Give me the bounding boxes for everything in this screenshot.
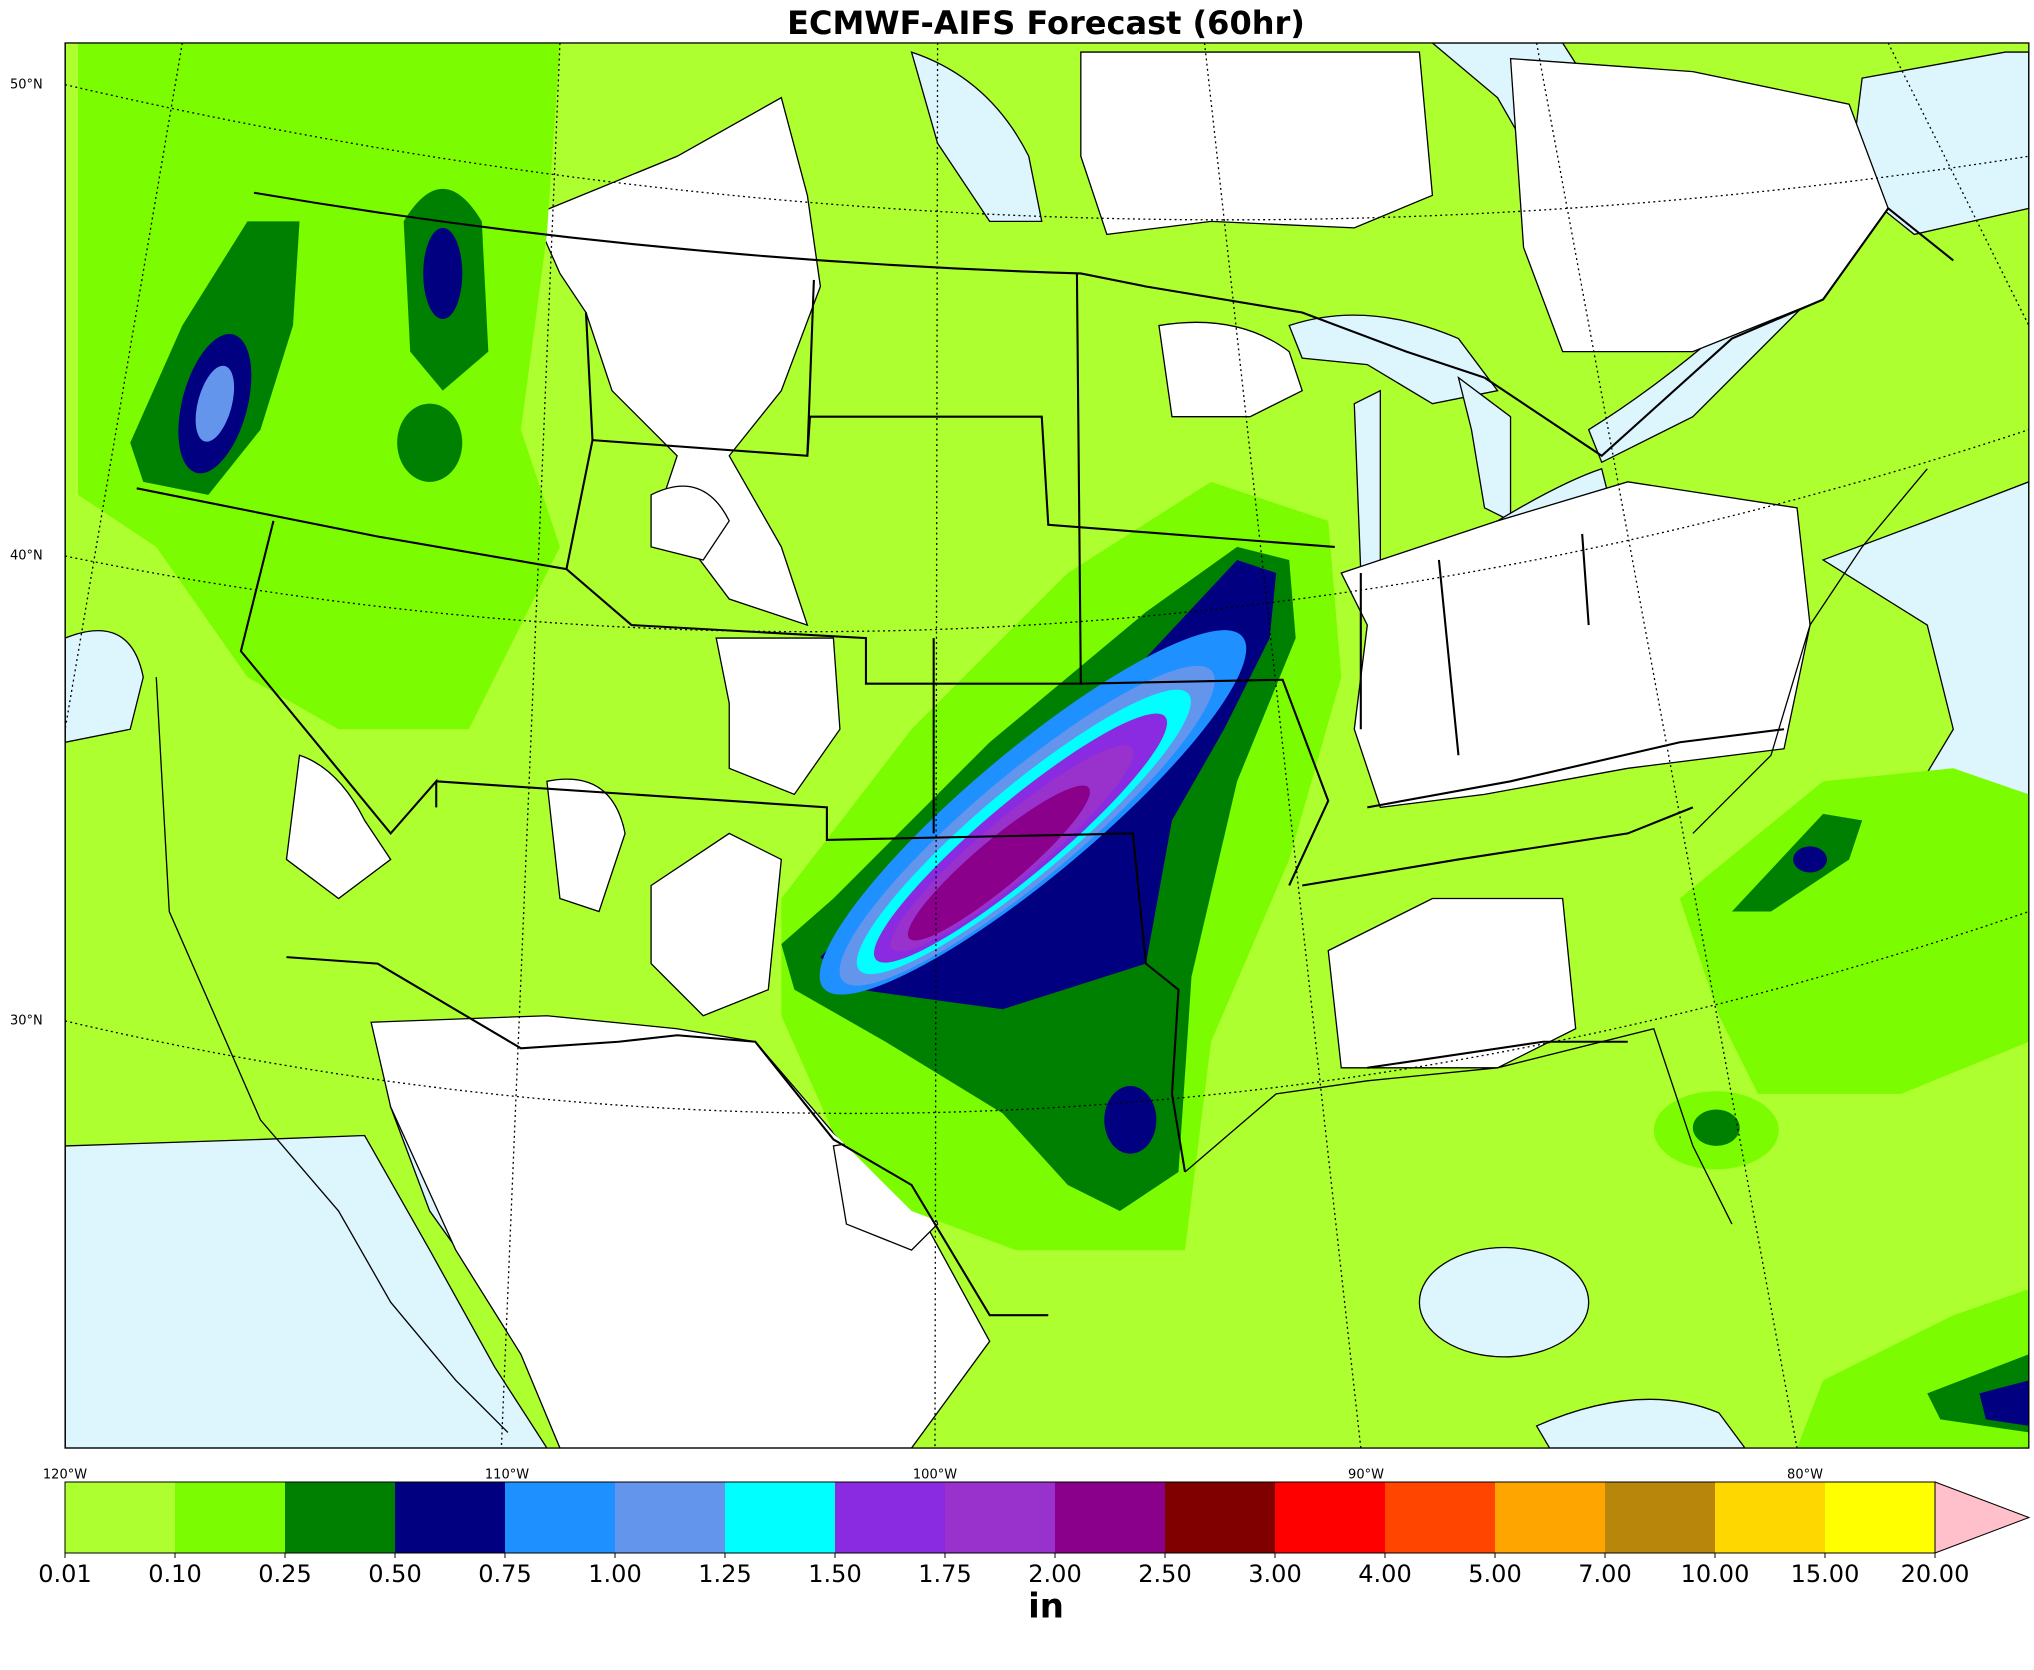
- colorbar-tick-label: 10.00: [1681, 1560, 1750, 1588]
- map: [64, 42, 2030, 1449]
- colorbar-segment: [65, 1482, 176, 1553]
- lon-label: 90°W: [1348, 1468, 1384, 1483]
- colorbar-segment: [505, 1482, 616, 1553]
- colorbar-outline: [64, 1481, 1936, 1554]
- colorbar-tick-label: 5.00: [1468, 1560, 1521, 1588]
- colorbar-tick-label: 2.50: [1138, 1560, 1191, 1588]
- colorbar-tick-label: 4.00: [1358, 1560, 1411, 1588]
- colorbar-segment: [395, 1482, 506, 1553]
- colorbar-tick-label: 0.75: [478, 1560, 531, 1588]
- colorbar-tick-label: 0.25: [258, 1560, 311, 1588]
- colorbar-tick-label: 15.00: [1791, 1560, 1860, 1588]
- colorbar-segment: [1055, 1482, 1166, 1553]
- colorbar-extend: [1934, 1481, 2031, 1554]
- colorbar-segment: [1605, 1482, 1716, 1553]
- colorbar-tick-label: 2.00: [1028, 1560, 1081, 1588]
- colorbar-tick-label: 3.00: [1248, 1560, 1301, 1588]
- title: ECMWF-AIFS Forecast (60hr): [787, 4, 1305, 42]
- lon-labels: 120°W 110°W 100°W 90°W 80°W: [43, 1468, 1823, 1483]
- colorbar: 0.01 0.10 0.25 0.50 0.75 1.00 1.25 1.50 1.75 2.00…: [38, 1481, 2031, 1588]
- colorbar-segment: [285, 1482, 396, 1553]
- colorbar-tick-label: 20.00: [1901, 1560, 1970, 1588]
- colorbar-tick-label: 1.00: [588, 1560, 641, 1588]
- colorbar-segment: [725, 1482, 836, 1553]
- colorbar-segment: [175, 1482, 286, 1553]
- colorbar-segment: [945, 1482, 1056, 1553]
- lat-label: 30°N: [10, 1014, 43, 1029]
- colorbar-tick-label: 1.25: [698, 1560, 751, 1588]
- colorbar-segment: [1495, 1482, 1606, 1553]
- colorbar-tick-label: 1.75: [918, 1560, 971, 1588]
- colorbar-segment: [1385, 1482, 1496, 1553]
- colorbar-segment: [1165, 1482, 1276, 1553]
- lon-label: 120°W: [43, 1468, 87, 1483]
- colorbar-tick-label: 7.00: [1578, 1560, 1631, 1588]
- lat-label: 50°N: [10, 78, 43, 93]
- colorbar-tick-label: 0.01: [38, 1560, 91, 1588]
- colorbar-tick-label: 0.10: [148, 1560, 201, 1588]
- colorbar-segment: [1715, 1482, 1826, 1553]
- lat-labels: 50°N 40°N 30°N: [10, 78, 43, 1029]
- colorbar-tick-label: 1.50: [808, 1560, 861, 1588]
- lon-label: 80°W: [1787, 1468, 1823, 1483]
- colorbar-tick-label: 0.50: [368, 1560, 421, 1588]
- lat-label: 40°N: [10, 549, 43, 564]
- lon-label: 100°W: [913, 1468, 957, 1483]
- lon-label: 110°W: [485, 1468, 529, 1483]
- colorbar-unit: in: [1028, 1587, 1064, 1627]
- colorbar-segment: [835, 1482, 946, 1553]
- colorbar-segment: [1825, 1482, 1936, 1553]
- colorbar-segment: [615, 1482, 726, 1553]
- colorbar-segment: [1275, 1482, 1386, 1553]
